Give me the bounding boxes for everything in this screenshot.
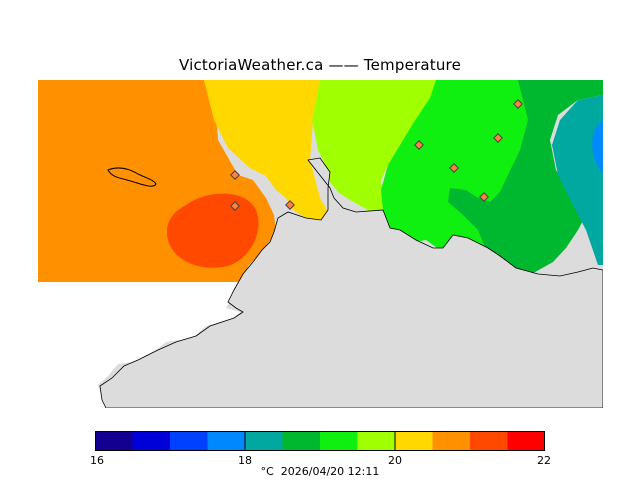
temp-zone-darkgreen: [448, 80, 603, 276]
station-marker: [493, 133, 503, 143]
timestamp: 2026/04/20 12:11: [280, 465, 380, 478]
colorbar-step: [507, 431, 545, 451]
station-marker: [285, 200, 295, 210]
temp-zone-blue: [592, 120, 603, 174]
temp-zone-red: [166, 193, 259, 268]
colorbar-step: [320, 431, 358, 451]
peninsula-land: [99, 157, 603, 408]
map-title: VictoriaWeather.ca —— Temperature: [178, 56, 462, 74]
no-data-region: [38, 282, 243, 408]
colorbar-step: [95, 431, 133, 451]
temp-zone-lightgreen: [312, 80, 436, 220]
colorbar-tick-18: 18: [238, 454, 252, 467]
colorbar-step: [132, 431, 171, 451]
colorbar-step: [282, 431, 321, 451]
station-marker: [414, 140, 424, 150]
colorbar-tick-20: 20: [388, 454, 402, 467]
temp-zone-teal: [552, 95, 603, 265]
temperature-map: [38, 80, 603, 408]
colorbar-step: [245, 431, 283, 451]
colorbar-step: [207, 431, 246, 451]
legend-footer: °C 2026/04/20 12:11: [0, 465, 640, 478]
colorbar-step: [432, 431, 471, 451]
colorbar-step: [395, 431, 433, 451]
colorbar-tick-16: 16: [90, 454, 104, 467]
station-marker: [513, 99, 523, 109]
colorbar-step: [170, 431, 208, 451]
colorbar-step: [470, 431, 508, 451]
color-scale-bar: [95, 431, 545, 451]
station-marker: [230, 201, 240, 211]
island: [107, 167, 157, 187]
station-marker: [230, 170, 240, 180]
station-marker: [479, 192, 489, 202]
unit-label: °C: [260, 465, 274, 478]
temp-zone-yellow: [204, 80, 328, 220]
station-markers: [230, 99, 523, 211]
colorbar-step: [357, 431, 396, 451]
station-marker: [449, 163, 459, 173]
colorbar-tick-22: 22: [537, 454, 551, 467]
